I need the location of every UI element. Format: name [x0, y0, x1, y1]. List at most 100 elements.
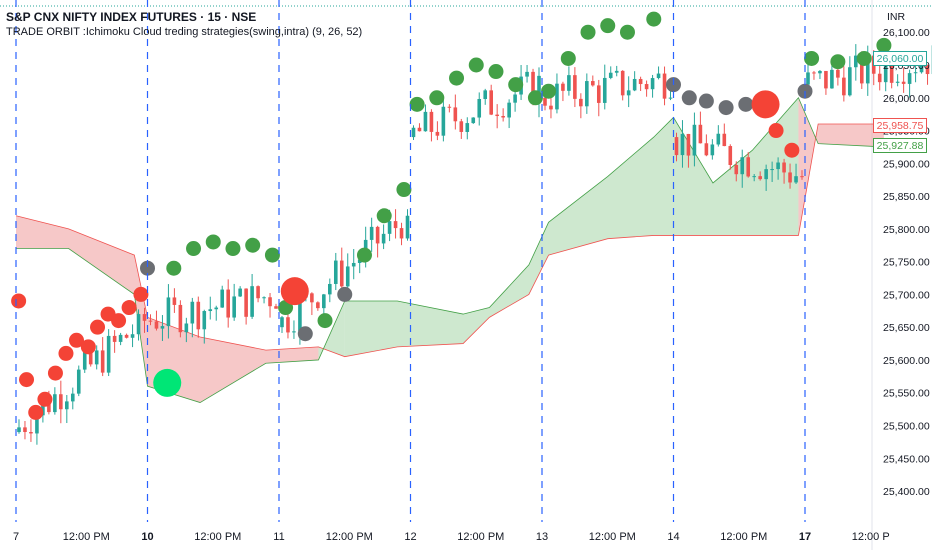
signal-bubble-red — [111, 313, 127, 329]
signal-bubble-green — [356, 247, 372, 263]
candle-body — [429, 111, 434, 132]
candle-body — [441, 106, 446, 136]
chart-symbol-title: S&P CNX NIFTY INDEX FUTURES · 15 · NSE — [6, 10, 257, 24]
candle-body — [907, 73, 912, 84]
candle-body — [226, 289, 230, 318]
candle-body — [824, 70, 828, 89]
candle-body — [883, 64, 888, 83]
currency-label[interactable]: INR — [887, 11, 906, 23]
signal-bubble-gray — [718, 100, 734, 116]
candle-body — [889, 64, 894, 83]
signal-bubble-green — [600, 18, 616, 34]
signal-bubble-green — [376, 208, 392, 224]
signal-bubble-gray — [698, 93, 714, 109]
candle-body — [662, 73, 667, 99]
candle-body — [393, 221, 398, 229]
price-axis-label: 25,400.00 — [883, 486, 930, 498]
signal-bubble-green — [409, 96, 425, 112]
cloud-red-segment — [798, 97, 819, 236]
candle-body — [41, 400, 45, 416]
signal-bubble-red — [784, 142, 800, 158]
candle-body — [250, 286, 254, 317]
candle-body — [333, 260, 338, 284]
candle-body — [316, 302, 320, 309]
candle-body — [913, 72, 918, 74]
candle-body — [29, 432, 33, 434]
signal-bubble-green — [225, 241, 241, 257]
candle-body — [686, 133, 691, 156]
candle-body — [561, 83, 565, 91]
candle-body — [854, 55, 858, 68]
price-axis-label: 25,450.00 — [883, 453, 930, 465]
candle-body — [901, 81, 906, 84]
signal-bubble-green — [619, 24, 635, 40]
candle-body — [453, 107, 458, 122]
cloud-green-price-tag: 25,927.88 — [873, 138, 927, 154]
candle-body — [555, 83, 559, 110]
candle-body — [357, 259, 362, 263]
candle-body — [895, 81, 900, 83]
candle-body — [17, 427, 21, 433]
time-axis-label: 12:00 P — [852, 531, 890, 543]
candle-body — [88, 352, 93, 365]
indicator-legend[interactable]: TRADE ORBIT :Ichimoku Cloud treding stra… — [6, 26, 363, 38]
price-axis-label: 25,900.00 — [883, 158, 930, 170]
candle-body — [830, 69, 834, 89]
candle-body — [339, 260, 344, 287]
time-axis-label: 12:00 PM — [589, 531, 636, 543]
cloud-red-segment — [818, 123, 884, 147]
candle-body — [573, 75, 577, 99]
candle-body — [417, 127, 422, 132]
candle-body — [495, 114, 499, 117]
candle-body — [698, 124, 703, 144]
candle-body — [477, 98, 482, 118]
price-axis-label: 25,850.00 — [883, 191, 930, 203]
candle-body — [292, 331, 296, 333]
candle-body — [465, 123, 470, 132]
candle-body — [746, 157, 751, 177]
candle-body — [656, 73, 661, 79]
candle-body — [112, 335, 117, 342]
last-price-tag: 26,060.00 — [873, 51, 927, 67]
time-axis-label: 17 — [799, 531, 811, 543]
candle-body — [47, 400, 51, 413]
candle-body — [734, 164, 739, 175]
time-axis-label: 11 — [273, 531, 284, 543]
signal-bubble-red — [121, 300, 137, 316]
price-axis-label: 25,650.00 — [883, 322, 930, 334]
signal-bubble-green — [804, 50, 820, 66]
signal-bubble-green — [527, 90, 543, 106]
candle-body — [381, 233, 386, 244]
candle-body — [274, 306, 278, 309]
candle-body — [644, 84, 649, 90]
candle-body — [262, 297, 266, 299]
candle-body — [776, 162, 780, 170]
time-axis-label: 13 — [536, 531, 548, 543]
candle-body — [692, 124, 697, 156]
candle-body — [70, 393, 75, 402]
cloud-red-price-tag: 25,958.75 — [873, 117, 927, 133]
signal-bubble-gray — [681, 90, 697, 106]
candle-body — [608, 72, 613, 78]
candle-body — [531, 71, 535, 104]
candle-body — [345, 266, 350, 287]
candle-body — [704, 143, 709, 156]
candle-body — [543, 97, 547, 106]
candle-body — [859, 55, 864, 84]
signal-bubble-red — [28, 404, 44, 420]
candle-body — [23, 427, 27, 433]
price-axis-label: 25,700.00 — [883, 289, 930, 301]
candle-body — [602, 77, 607, 103]
signal-bubble-red — [58, 345, 74, 361]
signal-bubble-gray — [738, 96, 754, 112]
candle-body — [76, 369, 81, 394]
candle-body — [387, 221, 392, 234]
signal-bubble-red — [11, 293, 27, 309]
candle-body — [106, 335, 111, 373]
candle-body — [375, 226, 380, 244]
candle-body — [513, 94, 517, 103]
signal-bubble-red — [90, 319, 106, 335]
price-axis-label: 25,600.00 — [883, 355, 930, 367]
candle-body — [154, 321, 159, 329]
